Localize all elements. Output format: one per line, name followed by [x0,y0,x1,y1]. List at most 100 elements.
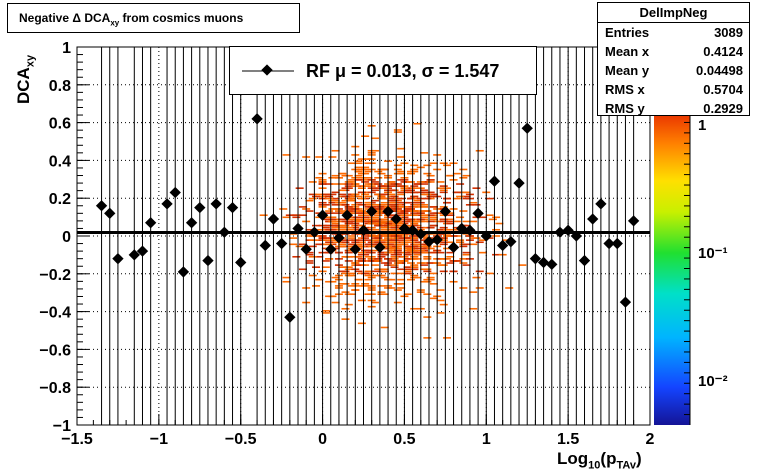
histogram-cell [403,293,412,296]
histogram-cell [348,235,357,237]
histogram-cell [439,241,448,244]
histogram-cell [354,162,363,165]
colorbar-label-3: 10⁻² [698,373,728,390]
histogram-cell [370,181,379,183]
histogram-cell [439,206,448,208]
histogram-cell [341,195,350,198]
histogram-cell [292,255,301,258]
histogram-cell [370,204,379,206]
histogram-cell [344,260,353,262]
histogram-cell [361,283,370,285]
histogram-cell [429,216,438,219]
histogram-cell [354,264,363,266]
colorbar-label-2: 10⁻¹ [698,245,728,262]
data-point [562,224,574,236]
histogram-cell [344,222,353,225]
histogram-cell [446,241,455,244]
legend-marker-icon [242,64,294,76]
histogram-cell [420,183,429,185]
histogram-cell [361,218,370,221]
histogram-cell [492,228,501,231]
histogram-cell [344,220,353,223]
histogram-cell [348,237,357,239]
data-point [456,222,468,235]
histogram-cell [413,122,422,125]
histogram-cell [354,210,363,212]
histogram-cell [364,201,373,204]
histogram-cell [374,260,383,262]
histogram-cell [338,224,347,227]
histogram-cell [410,235,419,237]
histogram-cell [390,226,399,229]
histogram-cell [354,255,363,258]
histogram-cell [315,176,324,179]
histogram-cell [387,228,396,231]
histogram-cell [413,204,422,206]
histogram-cell [397,201,406,204]
data-point [145,217,157,229]
histogram-cell [410,191,419,194]
error-bars [101,47,635,425]
histogram-cell [364,278,373,281]
histogram-cell [439,191,448,194]
histogram-cell [328,201,337,204]
histogram-cell [390,210,399,212]
histogram-cell [380,326,389,329]
histogram-cell [338,210,347,212]
stats-label: Entries [605,25,650,40]
histogram-cell [344,239,353,241]
histogram-cell [410,245,419,248]
histogram-cell [439,258,448,260]
histogram-cell [456,216,465,219]
histogram-cell [305,210,314,212]
histogram-cell [426,247,435,250]
y-tick-label: 0.4 [49,153,71,170]
histogram-cell [446,218,455,221]
histogram-cell [315,193,324,196]
histogram-cell [308,245,317,248]
x-axis-title-sub: 10 [588,459,601,472]
y-tick-label: 0.2 [49,191,71,208]
histogram-cell [410,264,419,266]
histogram-cell [390,258,399,260]
histogram-cell [338,266,347,268]
histogram-cell [390,237,399,239]
data-point [112,253,124,265]
histogram-cell [348,293,357,296]
histogram-cell [403,220,412,223]
histogram-cell [348,243,357,246]
histogram-cell [410,258,419,260]
histogram-cell [374,187,383,189]
histogram-cell [410,220,419,223]
histogram-cell [420,264,429,266]
histogram-cell [331,208,340,210]
histogram-cell [361,272,370,275]
histogram-cell [364,255,373,258]
histogram-cell [357,197,366,200]
axis-ticks [76,46,651,426]
histogram-cell [338,218,347,221]
histogram-cell [442,337,451,339]
histogram-cell [370,218,379,221]
histogram-cell [305,262,314,264]
histogram-cell [397,179,406,181]
histogram-cell [426,214,435,217]
data-point [194,201,206,214]
histogram-cell [357,212,366,214]
data-point [300,243,312,255]
stats-row: RMS x 0.5704 [598,80,749,99]
histogram-cell [380,168,389,171]
x-axis-title: Log10(pTAv) [557,449,642,471]
data-point [611,237,623,250]
histogram-cell [475,270,484,273]
histogram-cell [331,276,340,279]
data-point [497,239,509,252]
stats-name: DelImpNeg [598,3,749,23]
histogram-cell [338,283,347,285]
histogram-cell [387,278,396,281]
histogram-cell [298,243,307,246]
histogram-cell [354,218,363,221]
histogram-cell [357,204,366,206]
histogram-cell [452,197,461,200]
data-point [161,198,173,210]
